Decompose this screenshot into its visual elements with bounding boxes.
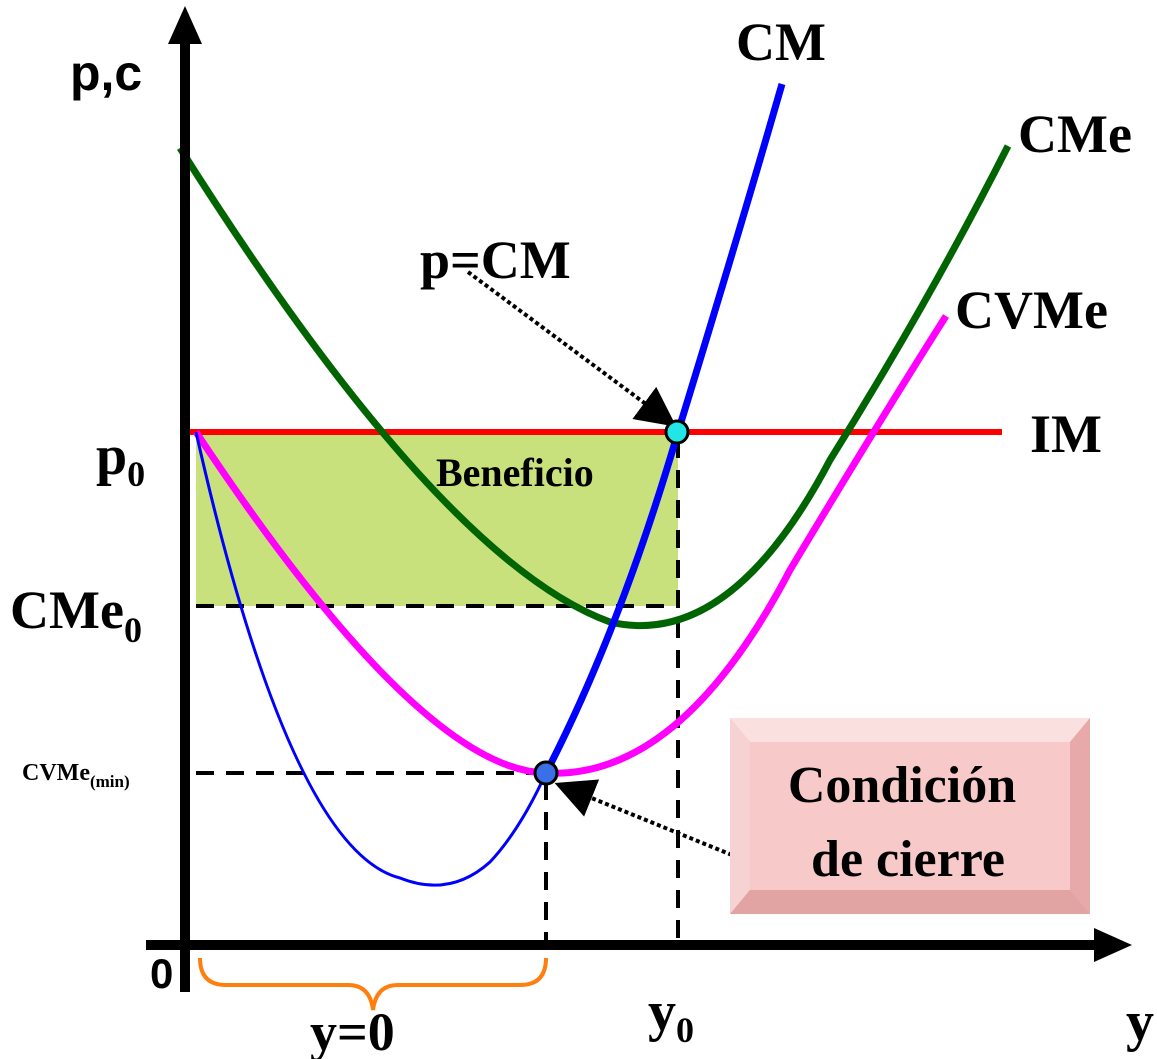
im-label: IM (1030, 404, 1102, 464)
axes (146, 6, 1132, 992)
origin-label: 0 (150, 950, 173, 997)
cme0-tick-label: CMe0 (10, 580, 142, 650)
shutdown-point (533, 760, 559, 786)
cme0-main: CMe (10, 580, 124, 640)
y0-main: y (648, 981, 676, 1043)
cm-curve-lower (194, 431, 548, 887)
cme0-sub: 0 (124, 610, 142, 650)
cvme-min-sub: (min) (90, 772, 130, 791)
beneficio-label: Beneficio (436, 450, 594, 495)
condition-line2: de cierre (811, 831, 1005, 888)
y-zero-label: y=0 (310, 1002, 395, 1059)
cme-curve (177, 144, 1012, 630)
p-equals-cm-label: p=CM (420, 230, 571, 290)
cme-label: CMe (1018, 104, 1132, 164)
cvme-curve (193, 314, 949, 777)
cm-curve-upper (542, 83, 786, 775)
condition-line1: Condición (788, 757, 1016, 814)
p-equals-cm-arrow (466, 270, 677, 427)
x-axis-label: y (1126, 991, 1154, 1053)
y0-sub: 0 (676, 1010, 694, 1050)
cvme-min-tick-label: CVMe(min) (22, 760, 130, 791)
condition-box: Condición de cierre (730, 718, 1090, 914)
y-axis-label: p,c (70, 45, 142, 101)
guide-lines (196, 440, 680, 945)
p0-main: p (96, 425, 127, 487)
y-zero-brace (198, 957, 548, 1011)
cvme-min-main: CVMe (22, 760, 90, 786)
cm-label: CM (736, 12, 826, 72)
p0-sub: 0 (127, 454, 145, 494)
shutdown-arrow (554, 779, 733, 857)
cvme-label: CVMe (955, 280, 1108, 340)
p0-tick-label: p0 (96, 425, 145, 494)
profit-area (196, 432, 678, 606)
y0-tick-label: y0 (648, 981, 694, 1050)
y-axis-arrow (168, 6, 202, 44)
equilibrium-point (664, 419, 690, 445)
x-axis-arrow (1094, 928, 1132, 962)
